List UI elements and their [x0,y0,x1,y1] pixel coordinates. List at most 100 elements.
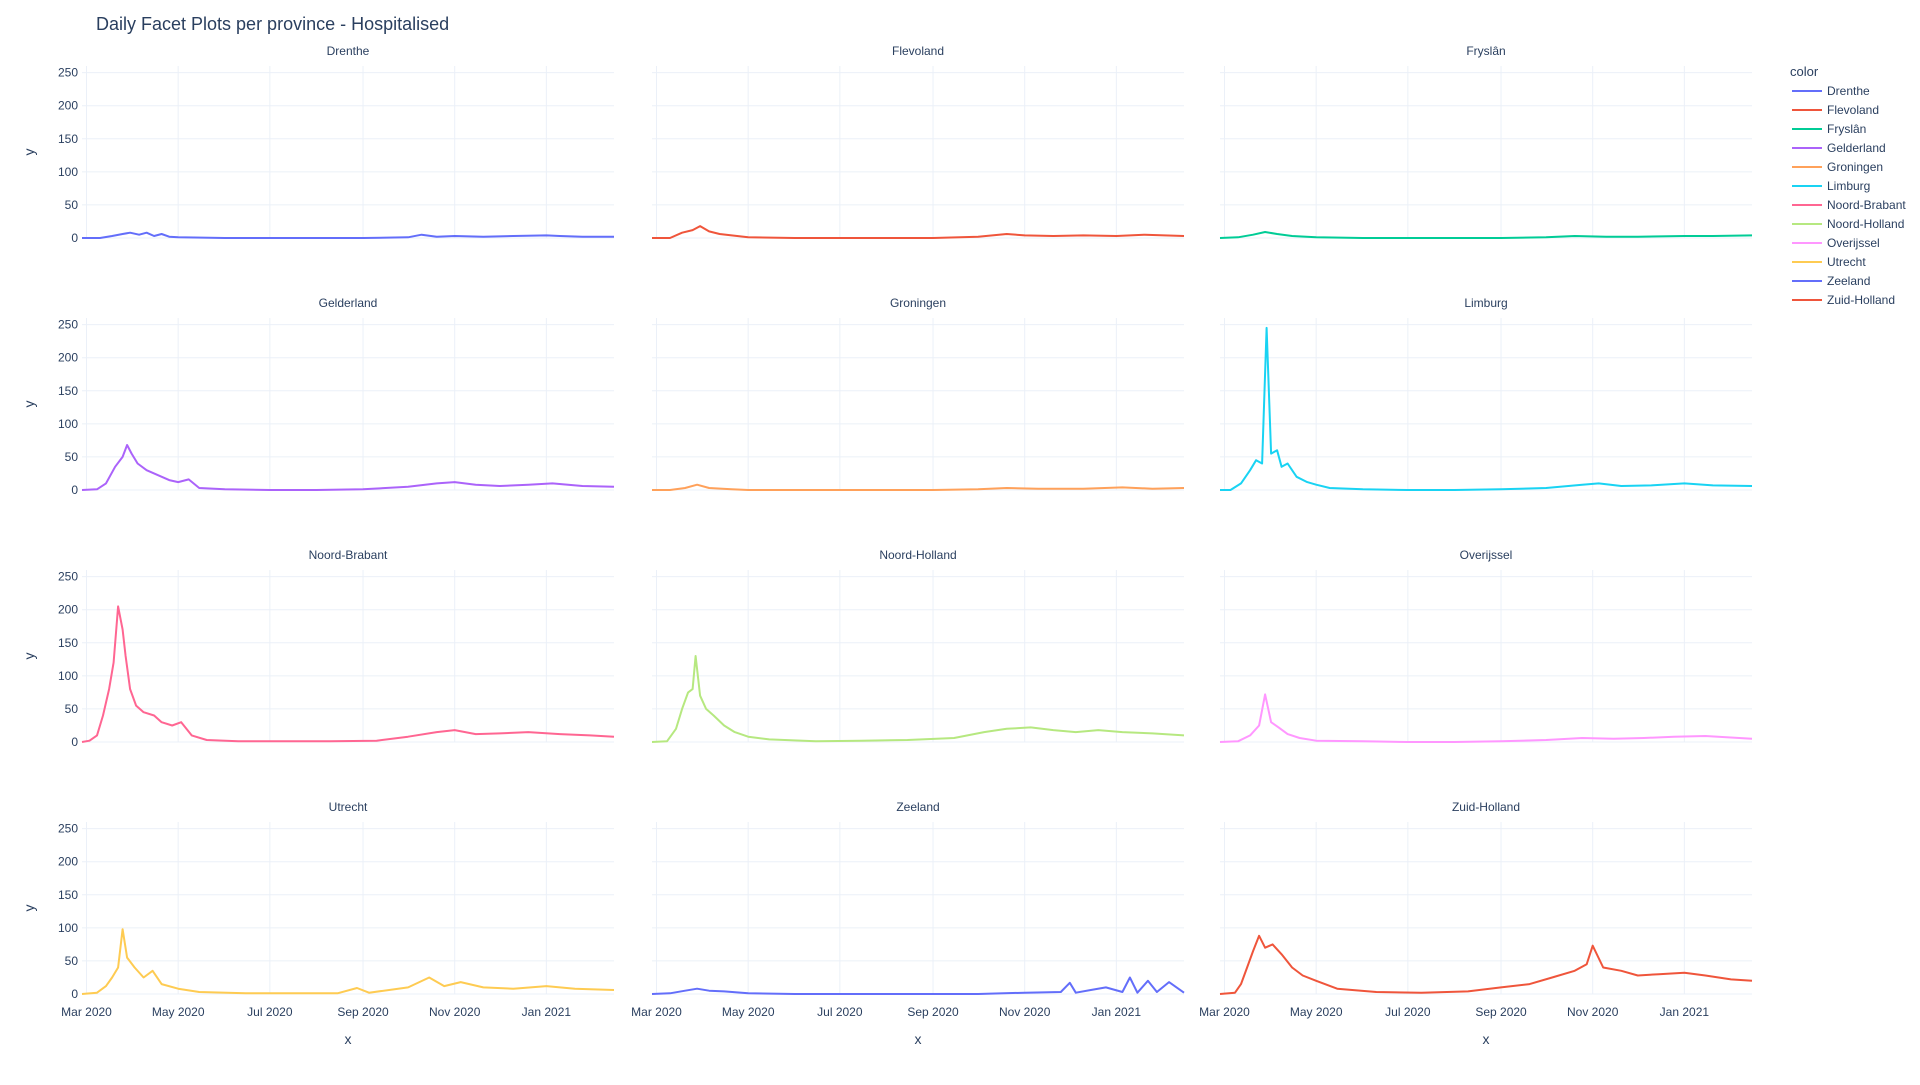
y-tick-label: 200 [58,603,78,617]
y-tick-label: 100 [58,165,78,179]
x-tick-label: Jan 2021 [1092,1005,1142,1019]
facet-panels: Drenthe 0 50 100 150 200 250 y Flevoland Fryslân G… [21,44,1753,1047]
series-line[interactable] [81,605,615,743]
series-line[interactable] [1219,934,1753,995]
x-tick-label: Mar 2020 [1199,1005,1250,1019]
x-tick-label: Jan 2021 [522,1005,572,1019]
series-line[interactable] [81,444,615,491]
facet-panel: Zuid-Holland Mar 2020 May 2020 Jul 2020 Sep … [1199,800,1753,1047]
series-line[interactable] [1219,231,1753,239]
y-tick-label: 50 [65,450,79,464]
legend-label: Drenthe [1827,84,1870,98]
legend-title: color [1790,64,1819,79]
y-tick-label: 150 [58,132,78,146]
facet-title: Drenthe [327,44,370,58]
x-tick-label: May 2020 [722,1005,775,1019]
x-tick-label: Sep 2020 [337,1005,389,1019]
series-line[interactable] [652,225,1185,239]
facet-title: Utrecht [329,800,368,814]
legend-item[interactable]: Groningen [1792,160,1883,174]
facet-title: Noord-Holland [879,548,956,562]
y-tick-label: 50 [65,198,79,212]
y-axis-label: y [21,401,37,408]
y-tick-label: 50 [65,702,79,716]
facet-panel: Limburg [1220,296,1753,491]
facet-title: Zeeland [896,800,939,814]
legend-label: Zuid-Holland [1827,293,1895,307]
y-tick-label: 200 [58,99,78,113]
x-axis-label: x [915,1031,922,1047]
y-tick-label: 250 [58,822,78,836]
x-tick-label: May 2020 [152,1005,205,1019]
facet-panel: Overijssel [1219,548,1753,743]
series-line[interactable] [651,655,1185,743]
x-tick-label: Mar 2020 [631,1005,682,1019]
legend-label: Noord-Holland [1827,217,1904,231]
x-tick-label: Jul 2020 [1385,1005,1431,1019]
x-tick-label: Nov 2020 [999,1005,1051,1019]
legend-item[interactable]: Limburg [1792,179,1870,193]
y-tick-label: 250 [58,318,78,332]
legend-item[interactable]: Drenthe [1792,84,1870,98]
series-line[interactable] [81,928,615,995]
legend-item[interactable]: Noord-Brabant [1792,198,1906,212]
y-tick-label: 100 [58,669,78,683]
chart-title: Daily Facet Plots per province - Hospita… [96,14,449,34]
y-axis-label: y [21,149,37,156]
facet-panel: Noord-Brabant 0 50 100 150 200 250 y [21,548,615,749]
x-tick-label: May 2020 [1290,1005,1343,1019]
legend-label: Flevoland [1827,103,1879,117]
y-tick-label: 150 [58,636,78,650]
legend-item[interactable]: Fryslân [1792,122,1866,136]
x-tick-label: Nov 2020 [429,1005,481,1019]
legend-label: Groningen [1827,160,1883,174]
y-tick-label: 250 [58,66,78,80]
y-tick-label: 0 [71,735,78,749]
x-axis-label: x [1483,1031,1490,1047]
facet-title: Zuid-Holland [1452,800,1520,814]
facet-panel: Gelderland 0 50 100 150 200 250 y [21,296,615,497]
legend-item[interactable]: Flevoland [1792,103,1879,117]
series-line[interactable] [1219,693,1753,743]
y-tick-label: 150 [58,384,78,398]
series-line[interactable] [651,976,1185,995]
x-axis-label: x [345,1031,352,1047]
y-tick-label: 200 [58,351,78,365]
facet-panel: Groningen [652,296,1185,491]
legend-label: Overijssel [1827,236,1880,250]
y-tick-label: 100 [58,417,78,431]
legend-item[interactable]: Overijssel [1792,236,1880,250]
y-tick-label: 200 [58,855,78,869]
y-axis-label: y [21,905,37,912]
facet-panel: Noord-Holland [651,548,1185,743]
series-line[interactable] [82,231,614,239]
y-tick-label: 50 [65,954,79,968]
legend-item[interactable]: Zeeland [1792,274,1870,288]
legend-label: Fryslân [1827,122,1866,136]
series-line[interactable] [652,483,1185,491]
facet-title: Groningen [890,296,946,310]
x-tick-label: Mar 2020 [61,1005,112,1019]
facet-title: Limburg [1464,296,1507,310]
facet-panel: Utrecht 0 50 100 150 200 250 y Mar 2020 May 2020 J… [21,800,615,1047]
x-tick-label: Jul 2020 [817,1005,863,1019]
x-tick-label: Jan 2021 [1660,1005,1710,1019]
y-axis-label: y [21,653,37,660]
facet-panel: Zeeland Mar 2020 May 2020 Jul 2020 Sep 2020 N… [631,800,1185,1047]
series-line[interactable] [1220,326,1753,491]
x-tick-label: Jul 2020 [247,1005,293,1019]
y-tick-label: 0 [71,987,78,1001]
x-tick-label: Nov 2020 [1567,1005,1619,1019]
legend-item[interactable]: Utrecht [1792,255,1866,269]
y-tick-label: 150 [58,888,78,902]
legend-item[interactable]: Gelderland [1792,141,1886,155]
facet-title: Gelderland [319,296,378,310]
legend-label: Noord-Brabant [1827,198,1906,212]
legend[interactable]: color Drenthe Flevoland Fryslân Gelderland G… [1790,64,1906,307]
facet-title: Flevoland [892,44,944,58]
legend-label: Gelderland [1827,141,1886,155]
legend-item[interactable]: Noord-Holland [1792,217,1904,231]
legend-label: Zeeland [1827,274,1870,288]
legend-item[interactable]: Zuid-Holland [1792,293,1895,307]
